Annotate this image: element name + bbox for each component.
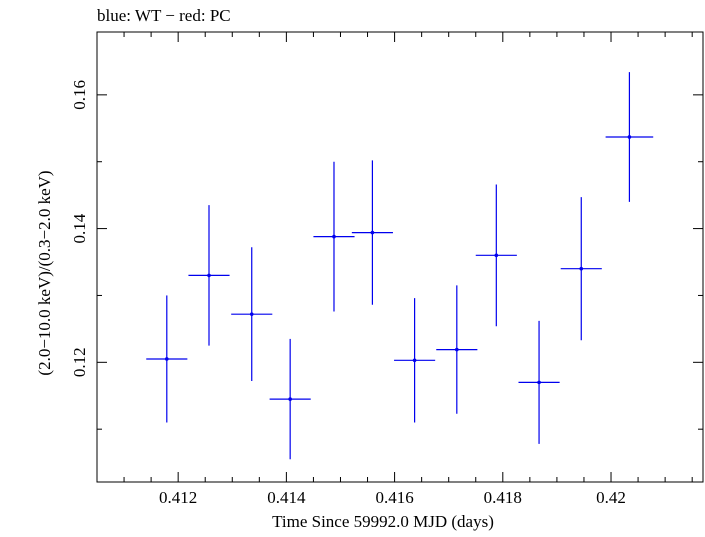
data-point (231, 247, 273, 382)
data-point-marker (579, 266, 584, 271)
data-point-marker (370, 230, 375, 235)
data-point-marker (249, 312, 254, 316)
data-point-marker (412, 358, 417, 363)
y-axis-ticks (97, 94, 703, 430)
x-tick-label: 0.412 (159, 488, 197, 507)
data-point (269, 338, 311, 460)
data-point (518, 320, 560, 444)
chart-title: blue: WT − red: PC (97, 6, 231, 25)
x-tick-label: 0.418 (484, 488, 522, 507)
data-points (146, 72, 654, 460)
data-point-marker (537, 380, 541, 385)
data-point-marker (627, 135, 632, 139)
data-point-marker (332, 234, 336, 239)
data-point-marker (494, 253, 499, 258)
x-tick-label: 0.414 (267, 488, 306, 507)
data-point-marker (288, 397, 292, 401)
plot-frame (96, 31, 704, 483)
x-tick-label: 0.416 (375, 488, 413, 507)
data-point (313, 161, 355, 312)
x-tick-label: 0.42 (596, 488, 626, 507)
data-point (146, 295, 188, 423)
data-point-marker (455, 347, 459, 352)
data-point-marker (207, 273, 211, 278)
y-axis-tick-labels: 0.12 0.14 0.16 (70, 80, 89, 377)
data-point (605, 72, 654, 202)
y-tick-label: 0.12 (70, 347, 89, 377)
data-point (436, 285, 478, 414)
data-point (394, 298, 436, 423)
y-tick-label: 0.16 (70, 80, 89, 110)
y-tick-label: 0.14 (70, 213, 89, 243)
data-point (188, 205, 230, 346)
x-axis-ticks (96, 32, 693, 482)
data-point-marker (164, 357, 169, 361)
data-point (560, 197, 602, 341)
x-axis-label: Time Since 59992.0 MJD (days) (272, 512, 494, 531)
data-point (475, 184, 517, 327)
y-axis-label: (2.0−10.0 keV)/(0.3−2.0 keV) (35, 170, 54, 375)
x-axis-tick-labels: 0.412 0.414 0.416 0.418 0.42 (159, 488, 626, 507)
data-point (351, 160, 393, 305)
